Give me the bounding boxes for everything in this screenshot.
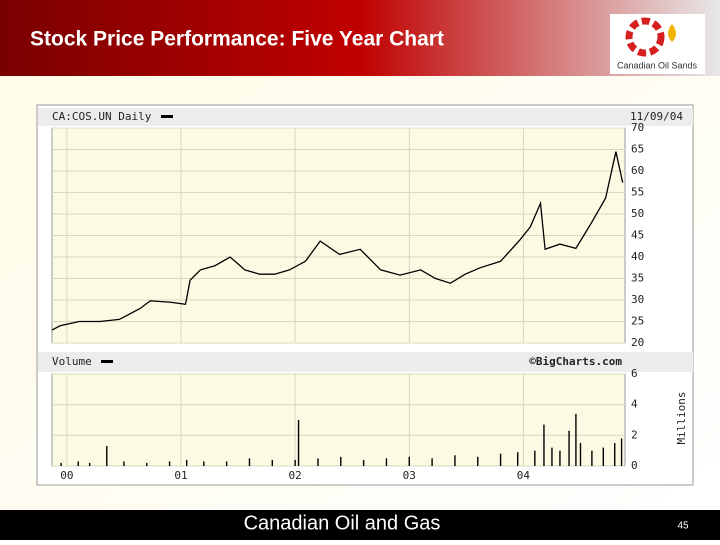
volume-bar <box>203 461 205 466</box>
volume-bar <box>591 450 593 466</box>
y-tick-label: 2 <box>631 428 638 441</box>
y-tick-label: 60 <box>631 164 644 177</box>
y-tick-label: 35 <box>631 272 644 285</box>
volume-bar <box>559 450 561 466</box>
date-label: 11/09/04 <box>630 110 683 123</box>
plot-area <box>51 373 626 467</box>
volume-bar <box>146 462 148 466</box>
y-tick-label: 55 <box>631 186 644 199</box>
chart-title: CA:COS.UN Daily <box>52 110 152 123</box>
volume-bar <box>602 447 605 466</box>
volume-bar <box>568 430 570 466</box>
volume-bar <box>77 461 79 466</box>
logo-mark <box>625 17 665 57</box>
y-tick-label: 65 <box>631 143 644 156</box>
y-tick-label: 50 <box>631 207 644 220</box>
volume-bar <box>294 459 296 466</box>
volume-bar <box>477 456 479 466</box>
volume-bar <box>517 452 519 466</box>
x-tick-label: 04 <box>517 469 531 482</box>
volume-bar <box>185 459 188 466</box>
y-tick-label: 4 <box>631 398 638 411</box>
header-bar <box>0 0 720 76</box>
volume-bar <box>248 458 251 466</box>
volume-bar <box>271 459 273 466</box>
slide-title: Stock Price Performance: Five Year Chart <box>30 28 444 51</box>
price-header <box>38 108 693 126</box>
footer-bar <box>0 510 720 540</box>
volume-bar <box>88 462 91 466</box>
page-number: 45 <box>677 521 689 532</box>
volume-bar <box>408 456 410 466</box>
volume-bar <box>123 461 125 466</box>
y-tick-label: 25 <box>631 315 644 328</box>
volume-bar <box>60 462 62 466</box>
volume-bar <box>385 458 388 466</box>
x-tick-label: 02 <box>289 469 302 482</box>
volume-bar <box>614 443 616 466</box>
volume-bar <box>534 450 536 466</box>
volume-bar <box>168 461 171 466</box>
x-tick-label: 03 <box>403 469 416 482</box>
volume-bar <box>620 438 623 466</box>
y-tick-label: 40 <box>631 250 644 263</box>
source: ©BigCharts.com <box>529 355 622 368</box>
volume-title: Volume <box>52 355 92 368</box>
volume-bar <box>579 443 582 466</box>
volume-bar <box>317 458 319 466</box>
logo-drop <box>668 24 676 42</box>
volume-header <box>38 352 693 372</box>
volume-bar <box>543 424 545 466</box>
volume-bar <box>106 446 108 466</box>
footer-text: Canadian Oil and Gas <box>244 512 441 534</box>
volume-bar <box>454 455 456 466</box>
x-tick-label: 00 <box>60 469 73 482</box>
volume-bar <box>362 459 365 466</box>
volume-bar <box>499 453 502 466</box>
y-axis-label: Millions <box>675 392 688 445</box>
price-line <box>51 151 624 331</box>
volume-bar <box>297 420 300 466</box>
y-tick-label: 6 <box>631 367 638 380</box>
legend-swatch <box>101 360 113 363</box>
volume-bar <box>551 447 553 466</box>
x-tick-label: 01 <box>174 469 187 482</box>
y-tick-label: 0 <box>631 459 638 472</box>
y-tick-label: 45 <box>631 229 644 242</box>
volume-bar <box>431 458 433 466</box>
legend-swatch <box>161 115 173 118</box>
volume-bar <box>225 461 228 466</box>
y-tick-label: 30 <box>631 293 644 306</box>
logo-text: Canadian Oil Sands <box>617 60 698 70</box>
y-tick-label: 70 <box>631 121 644 134</box>
volume-bar <box>575 413 577 466</box>
y-tick-label: 20 <box>631 336 644 349</box>
volume-bar <box>340 456 342 466</box>
